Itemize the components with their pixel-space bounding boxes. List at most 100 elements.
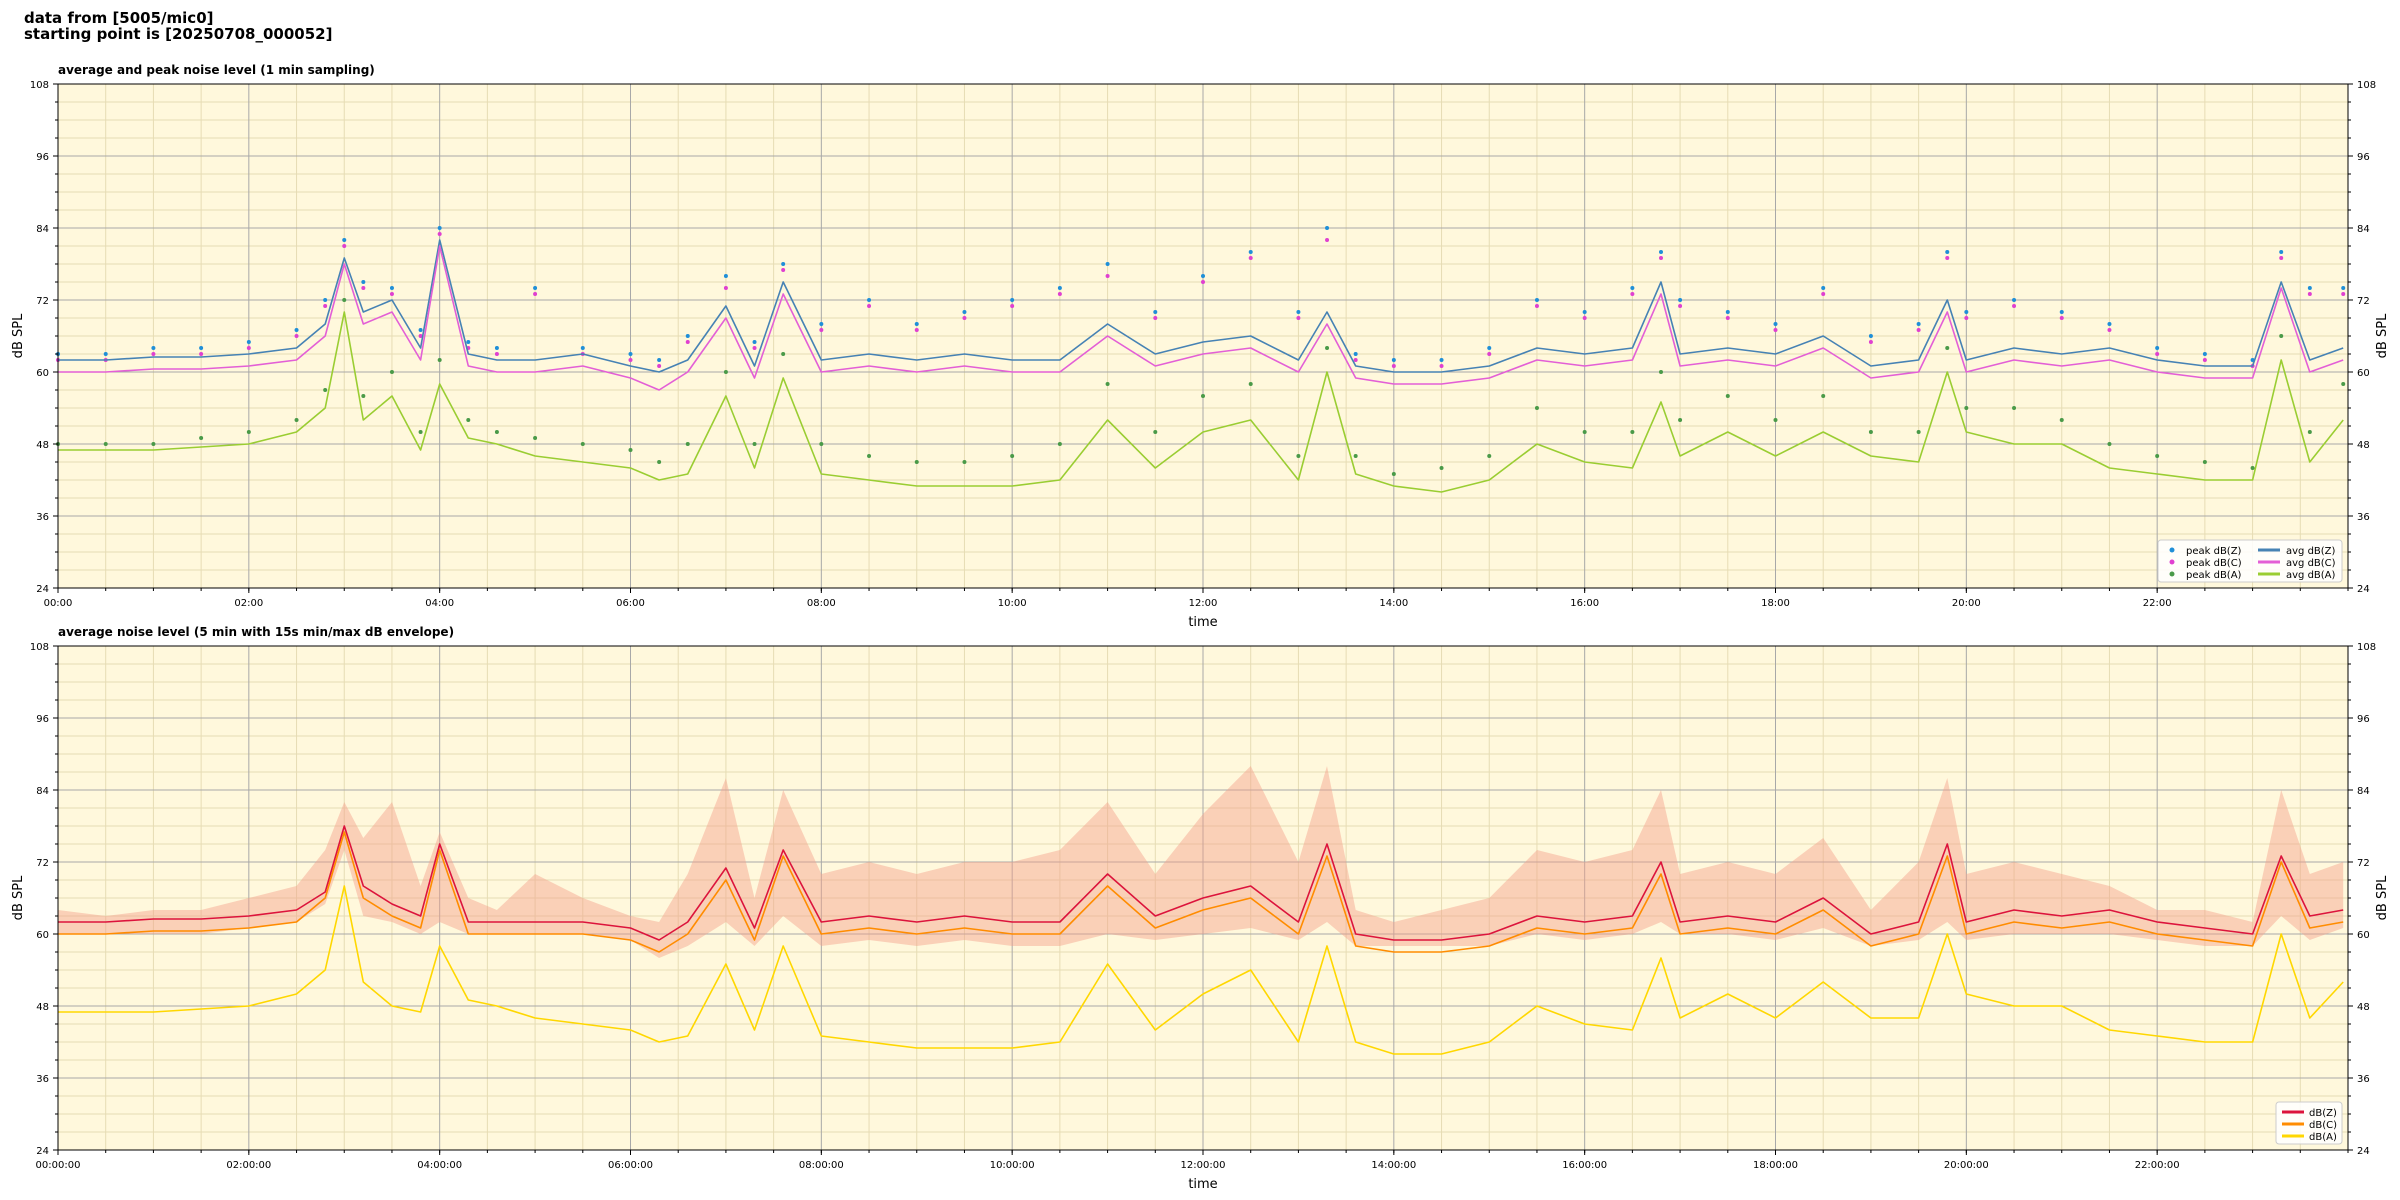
data-point xyxy=(723,274,728,278)
y-tick-label: 108 xyxy=(30,80,49,91)
y-tick-label: 96 xyxy=(2357,152,2370,163)
data-point xyxy=(1353,352,1358,356)
y-tick-label: 84 xyxy=(2357,786,2370,797)
y-tick-label: 84 xyxy=(36,786,49,797)
data-point xyxy=(246,430,251,434)
source-line: data from [5005/mic0] xyxy=(24,9,214,27)
data-point xyxy=(1325,226,1330,230)
data-point xyxy=(1105,274,1110,278)
data-point xyxy=(1773,328,1778,332)
y-tick-label: 24 xyxy=(2357,584,2370,595)
data-point xyxy=(437,226,442,230)
data-point xyxy=(1201,274,1205,278)
data-point xyxy=(1353,454,1358,458)
data-point xyxy=(1916,328,1921,332)
data-point xyxy=(781,268,786,272)
y-axis-label-right: dB SPL xyxy=(2375,313,2390,358)
data-point xyxy=(867,304,872,308)
data-point xyxy=(2107,322,2112,326)
y-tick-label: 108 xyxy=(30,642,49,653)
data-point xyxy=(580,346,585,350)
data-point xyxy=(628,358,633,362)
x-tick-label: 04:00:00 xyxy=(417,1160,462,1171)
data-point xyxy=(1582,316,1587,320)
data-point xyxy=(1945,346,1950,350)
data-point xyxy=(657,460,662,464)
data-point xyxy=(819,322,824,326)
data-point xyxy=(657,358,662,362)
y-tick-label: 108 xyxy=(2357,80,2376,91)
data-point xyxy=(437,358,442,362)
y-tick-label: 96 xyxy=(36,714,49,725)
data-point xyxy=(1439,466,1444,470)
chart-panel-1: 24 24 36 36 48 48 60 60 72 72 84 84 96 96 108 108 00:00 0… xyxy=(11,63,2390,630)
chart-title: average noise level (5 min with 15s min/… xyxy=(58,625,454,639)
data-point xyxy=(962,316,967,320)
legend: peak dB(Z)peak dB(C)peak dB(A)avg dB(Z)a… xyxy=(2157,539,2343,583)
data-point xyxy=(2307,292,2312,296)
data-point xyxy=(1487,346,1492,350)
data-point xyxy=(1153,310,1158,314)
legend-marker xyxy=(2169,571,2175,577)
data-point xyxy=(1296,310,1301,314)
data-point xyxy=(2279,334,2284,338)
data-point xyxy=(914,328,919,332)
y-tick-label: 36 xyxy=(2357,1074,2370,1085)
data-point xyxy=(2202,358,2207,362)
data-point xyxy=(752,346,757,350)
legend-label: peak dB(A) xyxy=(2186,570,2242,581)
data-point xyxy=(1248,256,1253,260)
y-tick-label: 24 xyxy=(36,584,49,595)
data-point xyxy=(1868,334,1873,338)
data-point xyxy=(1582,430,1587,434)
data-point xyxy=(723,370,728,374)
start-line: starting point is [20250708_000052] xyxy=(24,25,333,43)
legend-label: peak dB(Z) xyxy=(2186,546,2242,557)
data-point xyxy=(437,232,442,236)
x-tick-label: 16:00 xyxy=(1570,598,1599,609)
data-point xyxy=(466,418,471,422)
data-point xyxy=(2059,316,2064,320)
legend-label: peak dB(C) xyxy=(2186,558,2242,569)
data-point xyxy=(1105,262,1110,266)
data-point xyxy=(1010,454,1015,458)
data-point xyxy=(657,364,662,368)
data-point xyxy=(418,334,423,338)
data-point xyxy=(2155,454,2160,458)
report-header: data from [5005/mic0] starting point is … xyxy=(24,10,332,42)
data-point xyxy=(1916,430,1921,434)
data-point xyxy=(1057,292,1062,296)
data-point xyxy=(151,442,156,446)
data-point xyxy=(342,244,347,248)
y-tick-label: 48 xyxy=(36,440,49,451)
y-tick-label: 72 xyxy=(36,858,49,869)
y-tick-label: 48 xyxy=(2357,440,2370,451)
data-point xyxy=(1630,286,1635,290)
data-point xyxy=(151,352,156,356)
x-tick-label: 04:00 xyxy=(425,598,454,609)
data-point xyxy=(2279,256,2284,260)
y-tick-label: 48 xyxy=(36,1002,49,1013)
data-point xyxy=(294,418,299,422)
data-point xyxy=(628,352,633,356)
data-point xyxy=(685,442,690,446)
data-point xyxy=(962,310,967,314)
legend-label: dB(C) xyxy=(2309,1120,2337,1131)
series-peak-db-z xyxy=(56,226,2346,362)
legend: dB(Z)dB(C)dB(A) xyxy=(2275,1101,2343,1145)
data-point xyxy=(2341,382,2346,386)
legend-label: avg dB(Z) xyxy=(2286,546,2336,557)
data-point xyxy=(685,340,690,344)
data-point xyxy=(199,436,204,440)
x-tick-label: 12:00:00 xyxy=(1181,1160,1226,1171)
data-point xyxy=(294,334,299,338)
data-point xyxy=(867,454,872,458)
y-axis-label-right: dB SPL xyxy=(2375,875,2390,920)
data-point xyxy=(962,460,967,464)
series-peak-db-c xyxy=(56,232,2346,368)
data-point xyxy=(361,286,366,290)
data-point xyxy=(1325,346,1330,350)
data-point xyxy=(2279,250,2284,254)
x-tick-label: 22:00 xyxy=(2143,598,2172,609)
